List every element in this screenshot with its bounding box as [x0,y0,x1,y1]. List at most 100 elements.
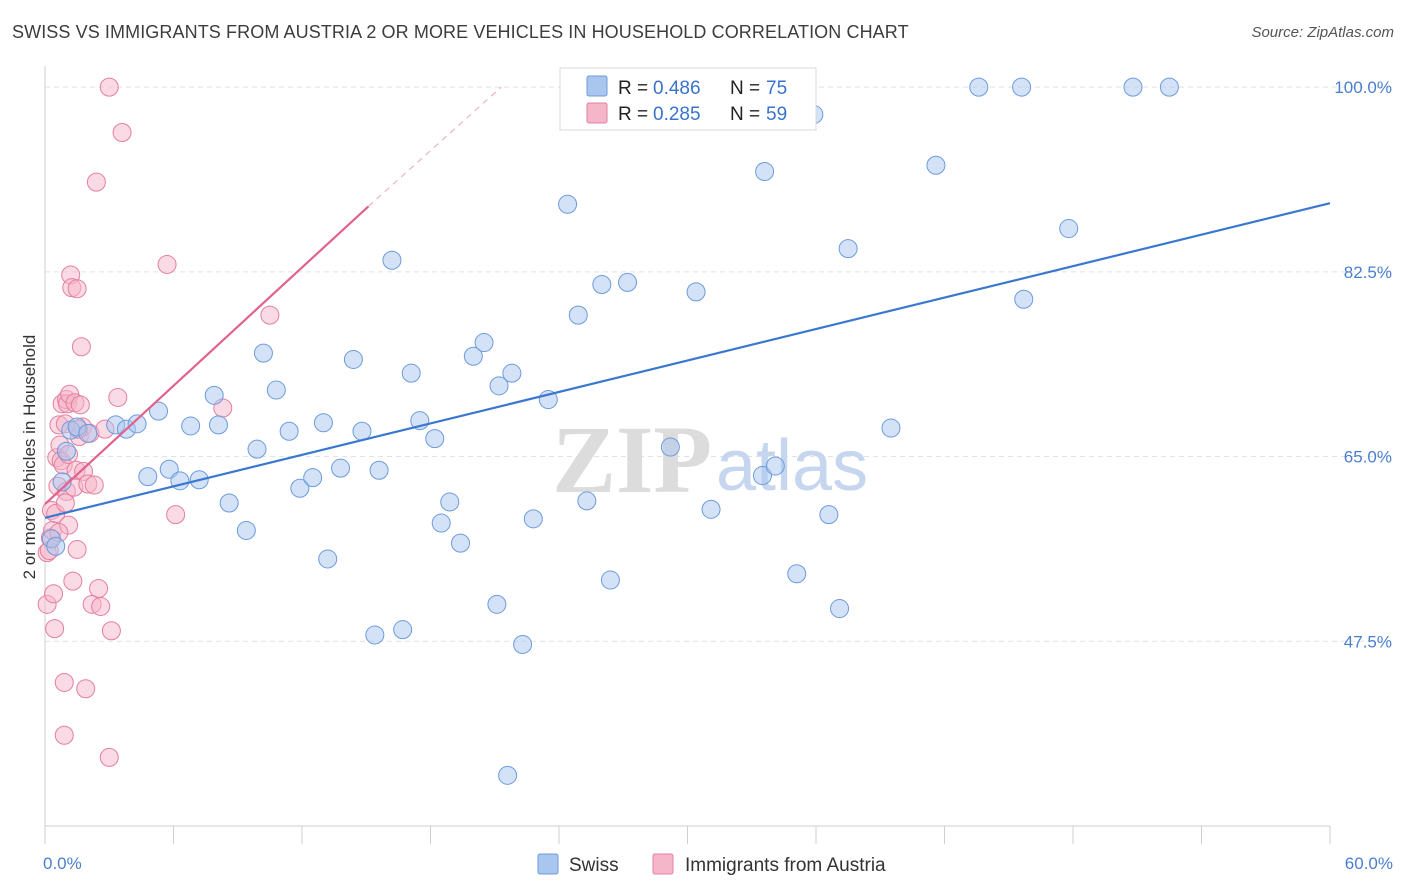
data-point [343,349,363,369]
data-point [926,155,946,175]
data-point [260,305,280,325]
data-point [253,343,273,363]
y-tick-label: 82.5% [1344,263,1392,282]
data-point [99,77,119,97]
data-point [1159,77,1179,97]
data-point [1012,77,1032,97]
data-point [56,441,76,461]
data-point [138,467,158,487]
data-point [78,423,98,443]
data-point [86,172,106,192]
legend-r-label-swiss: R = [618,78,648,99]
data-point [463,346,483,366]
data-point [44,584,64,604]
legend-r-value-austria: 0.285 [653,104,701,125]
y-tick-label: 65.0% [1344,448,1392,467]
data-point [660,437,680,457]
data-point [55,493,75,513]
data-point [76,679,96,699]
data-point [752,466,772,486]
data-point [247,439,267,459]
data-point [208,415,228,435]
data-point [577,491,597,511]
data-point [765,456,785,476]
bottom-legend: Swiss Immigrants from Austria [537,853,886,876]
data-point [290,478,310,498]
data-point [401,363,421,383]
data-point [236,520,256,540]
x-tick-label-max: 60.0% [1345,854,1393,873]
chart-title: SWISS VS IMMIGRANTS FROM AUSTRIA 2 OR MO… [12,22,909,42]
data-point [204,385,224,405]
correlation-legend: R = 0.486 N = 75 R = 0.285 N = 59 [559,67,817,131]
y-axis-label: 2 or more Vehicles in Household [20,335,39,580]
x-tick-label-min: 0.0% [43,854,82,873]
data-point [787,564,807,584]
data-point [108,387,128,407]
data-point [46,536,66,556]
data-point [474,333,494,353]
data-point [67,539,87,559]
data-point [181,416,201,436]
data-point [266,380,286,400]
data-point [63,571,83,591]
data-point [701,499,721,519]
data-point [52,472,72,492]
data-point [71,337,91,357]
data-point [969,77,989,97]
trend-line [44,202,1331,519]
data-point [568,305,588,325]
data-point [91,596,111,616]
legend-n-value-austria: 59 [766,104,787,125]
data-point [1123,77,1143,97]
data-point [1059,219,1079,239]
trend-line [44,205,370,505]
legend-n-value-swiss: 75 [766,78,787,99]
data-point [331,458,351,478]
series-swiss [41,77,1179,785]
data-point [303,468,323,488]
data-point [101,621,121,641]
data-point [523,509,543,529]
data-point [686,282,706,302]
data-point [112,123,132,142]
data-point [318,549,338,569]
data-point [127,414,147,434]
data-point [819,505,839,525]
bottom-legend-swatch-austria [652,853,674,875]
data-point [313,413,333,433]
watermark: ZIP atlas [552,406,868,513]
data-point [67,279,87,299]
data-point [1014,289,1034,309]
data-point [393,620,413,640]
axes [44,66,1331,844]
data-points [37,77,1179,785]
data-point [450,533,470,553]
data-point [157,254,177,274]
data-point [425,429,445,449]
bottom-legend-label-austria: Immigrants from Austria [685,855,886,876]
watermark-zip: ZIP [552,406,712,513]
data-point [498,765,518,785]
bottom-legend-label-swiss: Swiss [569,855,619,876]
data-point [45,619,65,639]
legend-n-label-swiss: N = [730,78,760,99]
data-point [89,579,109,598]
y-tick-labels: 47.5% 65.0% 82.5% 100.0% [1334,78,1392,651]
data-point [755,162,775,182]
data-point [365,625,385,645]
data-point [382,250,402,270]
data-point [166,505,186,525]
data-point [149,401,169,421]
data-point [70,395,90,415]
data-point [431,513,451,533]
data-point [513,634,533,654]
data-point [881,418,901,438]
data-point [618,272,638,292]
data-point [838,239,858,259]
data-point [84,475,104,495]
data-point [487,594,507,614]
data-point [54,725,74,745]
y-tick-label: 47.5% [1344,632,1392,651]
